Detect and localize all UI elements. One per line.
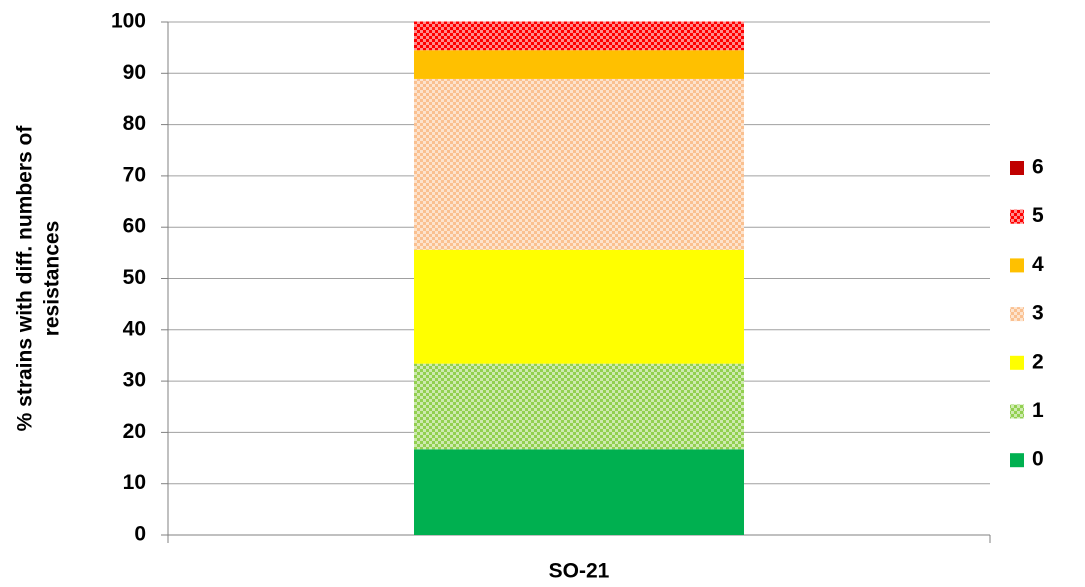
- y-tick-label: 0: [134, 523, 146, 546]
- legend-swatch: [1010, 209, 1024, 224]
- bar-segment: [414, 363, 744, 450]
- y-tick-label: 100: [111, 10, 146, 33]
- y-tick-label: 80: [123, 112, 146, 135]
- bar-segment: [414, 21, 744, 51]
- y-tick-label: 70: [123, 163, 146, 186]
- legend-label: 5: [1032, 204, 1044, 227]
- legend-swatch: [1010, 258, 1024, 273]
- legend-label: 0: [1032, 448, 1044, 471]
- y-tick-label: 60: [123, 215, 146, 238]
- y-tick-label: 10: [123, 471, 146, 494]
- y-axis-label: % strains with diff. numbers of: [14, 125, 37, 432]
- y-tick-label: 40: [123, 317, 146, 340]
- y-tick-label: 20: [123, 420, 146, 443]
- legend-swatch: [1010, 355, 1024, 370]
- x-tick-label: SO-21: [549, 560, 610, 583]
- y-tick-label: 90: [123, 61, 146, 84]
- legend-label: 4: [1032, 253, 1044, 276]
- bar-segment: [414, 78, 744, 250]
- y-tick-label: 30: [123, 369, 146, 392]
- legend-swatch: [1010, 404, 1024, 419]
- bar-segment: [414, 249, 744, 364]
- legend-label: 6: [1032, 156, 1044, 179]
- y-tick-label: 50: [123, 266, 146, 289]
- legend-swatch: [1010, 307, 1024, 322]
- y-axis-label: resistances: [41, 221, 64, 337]
- legend-label: 1: [1032, 399, 1044, 422]
- bar-segment: [414, 449, 744, 535]
- legend-swatch: [1010, 453, 1024, 468]
- legend-label: 2: [1032, 350, 1044, 373]
- legend-swatch: [1010, 161, 1024, 175]
- bar-segment: [414, 50, 744, 79]
- legend-label: 3: [1032, 302, 1044, 325]
